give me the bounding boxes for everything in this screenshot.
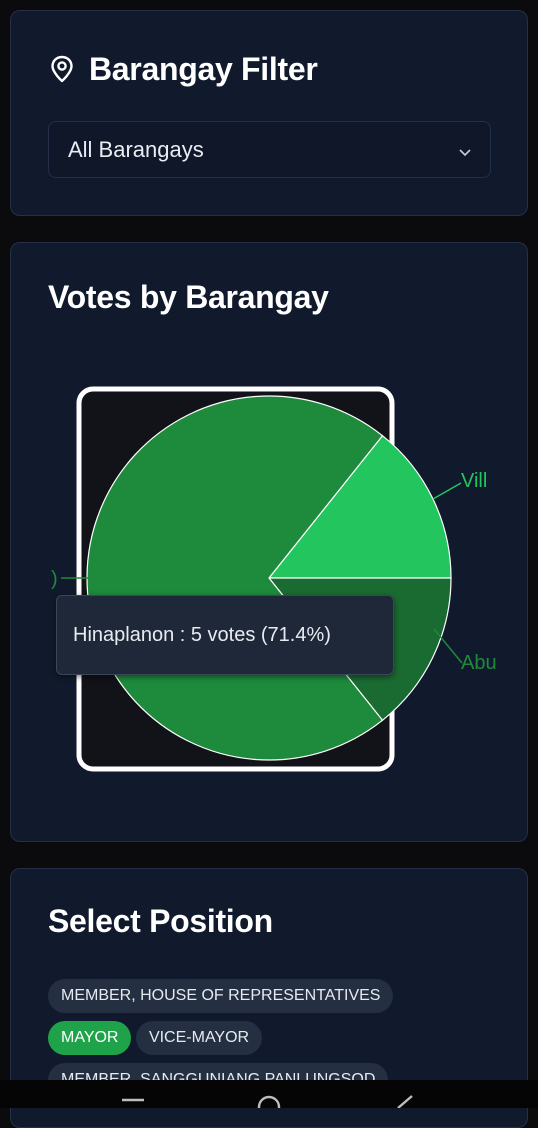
position-chip-vice-mayor[interactable]: VICE-MAYOR — [135, 1021, 263, 1055]
barangay-filter-title: Barangay Filter — [89, 50, 318, 87]
slice-label-abu: Abu — [461, 652, 497, 674]
system-nav-bar — [0, 1080, 538, 1119]
barangay-select-value: All Barangays — [68, 136, 204, 162]
votes-chart-title: Votes by Barangay — [48, 279, 329, 315]
recent-apps-icon[interactable] — [120, 1094, 146, 1113]
pie-chart-area: ) Vill Abu Hinaplanon : 5 votes (71.4%) — [11, 243, 529, 843]
label-line-abu — [433, 628, 463, 664]
chart-tooltip: Hinaplanon : 5 votes (71.4%) — [56, 595, 394, 675]
position-chip-house-rep[interactable]: MEMBER, HOUSE OF REPRESENTATIVES — [48, 979, 394, 1013]
map-pin-icon — [49, 55, 75, 83]
barangay-filter-card: Barangay Filter All Barangays — [10, 10, 528, 216]
slice-label-vill: Vill — [461, 470, 487, 492]
barangay-filter-header: Barangay Filter — [49, 49, 318, 89]
position-chip-mayor[interactable]: MAYOR — [48, 1021, 132, 1055]
pie-slice-vill[interactable] — [267, 434, 452, 579]
select-position-title: Select Position — [48, 903, 273, 939]
votes-by-barangay-card: Votes by Barangay ) Vill Abu Hinaplanon … — [10, 242, 528, 842]
label-line-vill — [432, 482, 462, 500]
back-icon[interactable] — [392, 1094, 418, 1113]
chevron-down-icon — [458, 137, 472, 163]
barangay-select[interactable]: All Barangays — [48, 121, 491, 178]
pie-chart: ) Vill Abu — [51, 386, 497, 772]
home-icon[interactable] — [256, 1094, 282, 1119]
slice-label-left: ) — [51, 568, 58, 590]
